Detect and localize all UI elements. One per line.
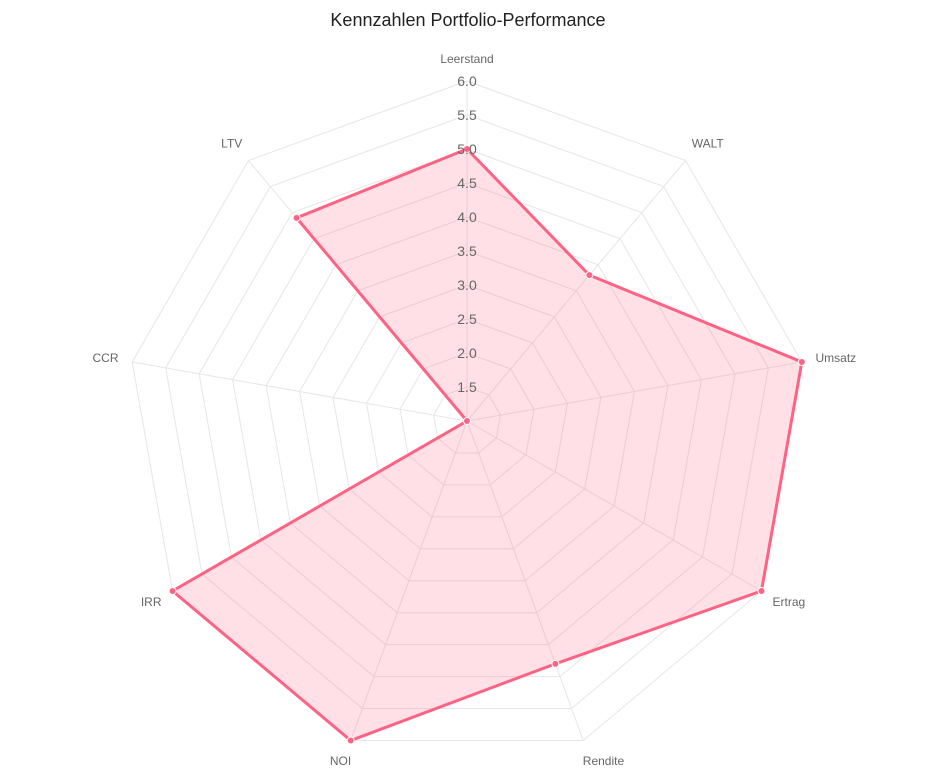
spoke-3 [466, 420, 762, 592]
tick-label: 2.5 [457, 311, 477, 327]
tick-label: 3.5 [457, 243, 477, 259]
axis-label-ccr: CCR [92, 351, 118, 365]
data-point-noi [346, 736, 355, 745]
tick-label: 4.0 [457, 209, 477, 225]
tick-label: 5.0 [457, 141, 477, 157]
tick-label: 4.5 [457, 175, 477, 191]
data-point-rendite [551, 659, 560, 668]
data-point-irr [168, 587, 177, 595]
grid-ring-8 [165, 114, 769, 710]
grid-ring-7 [198, 148, 736, 678]
grid-ring-1 [399, 352, 535, 486]
data-point-leerstand [463, 145, 471, 153]
grid-ring-9 [131, 80, 803, 741]
axis-label-ltv: LTV [221, 137, 242, 151]
spoke-7 [132, 361, 468, 422]
tick-label: 5.5 [457, 107, 477, 123]
chart-title: Kennzahlen Portfolio-Performance [330, 10, 606, 30]
axis-label-umsatz: Umsatz [816, 351, 857, 365]
tick-label: 1.5 [457, 379, 477, 395]
grid-ring-3 [332, 284, 602, 550]
grid-ring-2 [366, 318, 568, 518]
data-point-ltv [292, 213, 301, 222]
spoke-2 [466, 361, 802, 422]
series-area [172, 149, 802, 741]
tick-label: 6.0 [457, 73, 477, 89]
grid-ring-4 [299, 250, 635, 582]
axis-label-irr: IRR [141, 595, 162, 609]
data-point-walt [585, 271, 594, 280]
data-point-ertrag [757, 587, 766, 595]
data-point-umsatz [797, 357, 806, 366]
spoke-1 [466, 160, 686, 422]
spoke-4 [466, 420, 584, 741]
data-point-ccr [463, 417, 471, 425]
axis-label-walt: WALT [692, 137, 725, 151]
tick-label: 2.0 [457, 345, 477, 361]
grid-ring-5 [265, 216, 669, 614]
tick-label: 3.0 [457, 277, 477, 293]
axis-label-leerstand: Leerstand [440, 52, 493, 66]
axis-label-rendite: Rendite [583, 754, 625, 768]
series-line [169, 147, 804, 743]
axis-label-ertrag: Ertrag [773, 595, 806, 609]
grid-ring-0 [432, 386, 502, 454]
grid-ring-6 [232, 182, 702, 646]
axis-label-noi: NOI [330, 754, 351, 768]
spoke-5 [350, 420, 468, 741]
